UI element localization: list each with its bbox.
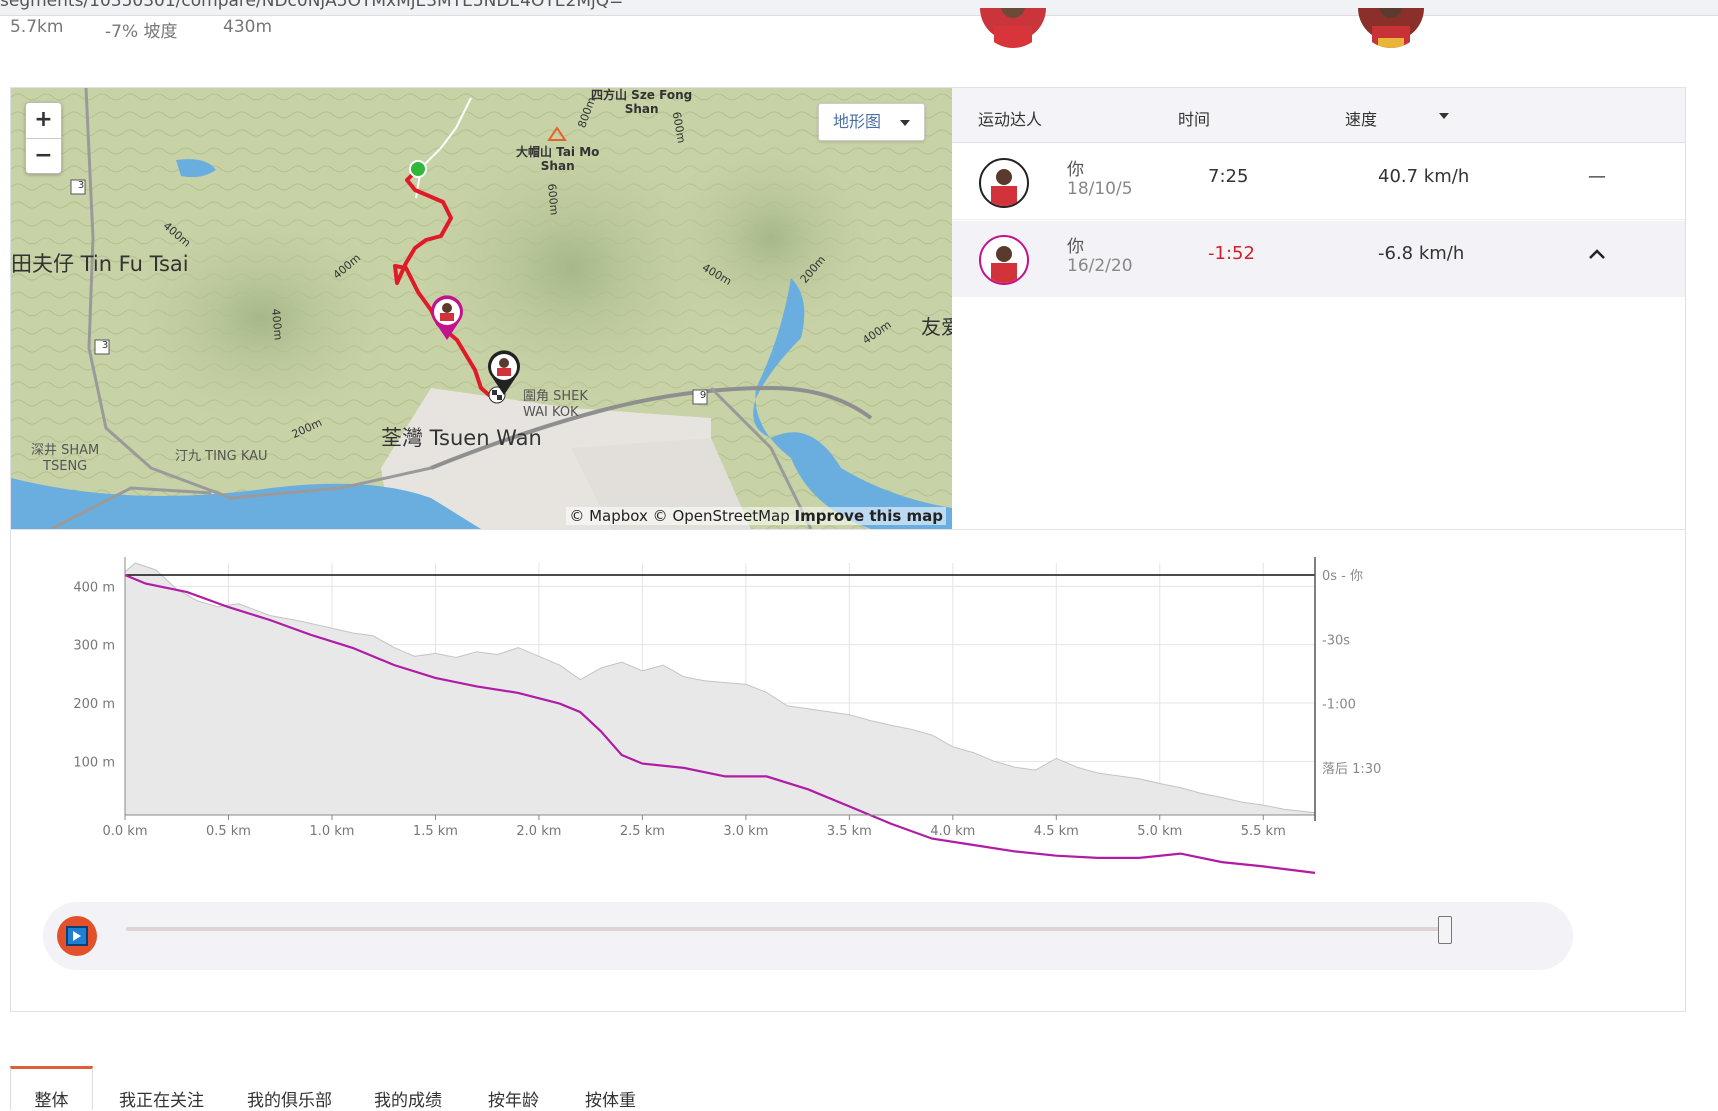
tab-my-results[interactable]: 我的成绩 [374, 1091, 442, 1111]
dash-icon[interactable]: — [1588, 166, 1606, 187]
tab-overall[interactable]: 整体 [10, 1066, 93, 1111]
map-zoom-control: + − [25, 102, 62, 174]
athlete-name[interactable]: 你 [1067, 160, 1084, 180]
contour-label: 400m [269, 308, 285, 341]
table-row[interactable]: 你 18/10/5 7:25 40.7 km/h — [952, 144, 1685, 220]
x-tick-label: 2.5 km [620, 824, 665, 839]
map-label-sham-tseng: 深井 SHAM TSENG [31, 443, 100, 474]
chevron-down-icon [900, 120, 910, 126]
contour-label: 600m [545, 183, 561, 216]
play-button[interactable] [57, 916, 97, 956]
comparison-table: 运动达人 时间 速度 你 18/10/5 7:25 40.7 km/h — 你 … [952, 88, 1685, 529]
road-shield-label: 9 [699, 390, 707, 401]
effort-speed: 40.7 km/h [1378, 166, 1470, 187]
playback-bar [43, 902, 1573, 970]
map-label-shek-wai-kok: 圍角 SHEK WAI KOK [523, 389, 588, 420]
effort-time: 7:25 [1208, 166, 1249, 187]
column-header-speed[interactable]: 速度 [1345, 110, 1378, 129]
tab-my-clubs[interactable]: 我的俱乐部 [247, 1091, 332, 1111]
gap-tick-label: -1:00 [1322, 698, 1356, 713]
effort-date: 18/10/5 [1067, 179, 1133, 199]
elevation-gap-chart[interactable]: 0.0 km 0.5 km 1.0 km 1.5 km 2.0 km 2.5 km 3.0 … [11, 530, 1685, 900]
map-label-sze-fong-shan: 四方山 Sze Fong Shan [591, 88, 693, 116]
finish-flag-icon [488, 386, 506, 404]
gap-series-line [124, 573, 1316, 874]
athlete-pin-compare [431, 295, 463, 340]
x-tick-label: 3.0 km [723, 824, 768, 839]
segment-map[interactable]: 四方山 Sze Fong Shan 大帽山 Tai Mo Shan 田夫仔 Tin … [11, 88, 952, 529]
road-shield-label: 3 [101, 340, 109, 351]
segment-elevation: 430m [223, 17, 273, 37]
x-tick-label: 5.5 km [1241, 824, 1286, 839]
avatar[interactable] [979, 158, 1029, 208]
x-tick-label: 2.0 km [516, 824, 561, 839]
gap-tick-label: 落后 1:30 [1322, 762, 1381, 777]
x-tick-label: 1.0 km [309, 824, 354, 839]
map-style-label: 地形图 [833, 112, 882, 131]
zoom-in-button[interactable]: + [34, 107, 53, 132]
effort-date: 16/2/20 [1067, 256, 1133, 276]
x-tick-label: 0.0 km [103, 824, 148, 839]
playback-track[interactable] [126, 927, 1445, 931]
map-label-tin-fu-tsai: 田夫仔 Tin Fu Tsai [11, 252, 189, 276]
tab-by-weight[interactable]: 按体重 [585, 1091, 636, 1111]
avatar[interactable] [979, 235, 1029, 285]
url-bar[interactable]: segments/10350301/compare/NDc0NjA5OTMxMj… [0, 0, 1718, 16]
map-terrain [11, 88, 952, 529]
column-header-athlete: 运动达人 [978, 110, 1043, 129]
osm-attribution-link[interactable]: © OpenStreetMap [652, 507, 790, 525]
table-row[interactable]: 你 16/2/20 -1:52 -6.8 km/h [952, 221, 1685, 297]
x-tick-label: 4.5 km [1034, 824, 1079, 839]
map-label-ting-kau: 汀九 TING KAU [175, 449, 268, 464]
y-tick-label: 300 m [73, 639, 115, 654]
gap-tick-label: -30s [1322, 633, 1350, 648]
x-tick-label: 5.0 km [1137, 824, 1182, 839]
gap-tick-label: 0s - 你 [1322, 569, 1363, 584]
x-tick-label: 4.0 km [930, 824, 975, 839]
y-tick-label: 200 m [73, 697, 115, 712]
y-tick-label: 400 m [73, 580, 115, 595]
route-start-marker [409, 160, 427, 178]
leaderboard-tabs: 整体 我正在关注 我的俱乐部 我的成绩 按年龄 按体重 [10, 1066, 1690, 1111]
column-header-time: 时间 [1178, 110, 1211, 129]
elevation-area [124, 562, 1316, 816]
map-label-tai-mo-shan: 大帽山 Tai Mo Shan [516, 145, 600, 173]
avatar[interactable] [1358, 8, 1424, 48]
x-tick-label: 0.5 km [206, 824, 251, 839]
url-text: segments/10350301/compare/NDc0NjA5OTMxMj… [0, 0, 624, 11]
effort-time-gap: -1:52 [1208, 243, 1255, 264]
mapbox-attribution-link[interactable]: © Mapbox [569, 507, 648, 525]
map-style-dropdown[interactable]: 地形图 [818, 103, 925, 141]
sort-caret-icon[interactable] [1439, 113, 1449, 119]
avatar[interactable] [980, 8, 1046, 48]
table-header: 运动达人 时间 速度 [952, 88, 1685, 143]
zoom-out-button[interactable]: − [26, 138, 61, 173]
map-attribution: © Mapbox © OpenStreetMap Improve this ma… [566, 507, 946, 525]
athlete-pin-current [488, 350, 520, 395]
segment-compare-panel: 四方山 Sze Fong Shan 大帽山 Tai Mo Shan 田夫仔 Tin … [10, 87, 1686, 1012]
y-tick-label: 100 m [73, 755, 115, 770]
effort-speed: -6.8 km/h [1378, 243, 1465, 264]
segment-distance: 5.7km [10, 17, 64, 37]
map-label-partial: 友爱 [921, 315, 952, 339]
segment-grade: -7% 坡度 [105, 22, 178, 42]
athlete-name[interactable]: 你 [1067, 237, 1084, 257]
playback-slider-thumb[interactable] [1438, 916, 1452, 944]
map-label-tsuen-wan: 荃灣 Tsuen Wan [381, 426, 542, 450]
x-tick-label: 1.5 km [413, 824, 458, 839]
tab-following[interactable]: 我正在关注 [119, 1091, 204, 1111]
segment-route-line [393, 167, 502, 401]
x-tick-label: 3.5 km [827, 824, 872, 839]
chevron-up-icon[interactable] [1582, 239, 1612, 269]
road-shield-label: 3 [77, 180, 85, 191]
play-triangle-icon [73, 931, 81, 941]
improve-map-link[interactable]: Improve this map [794, 507, 943, 525]
tab-by-age[interactable]: 按年龄 [488, 1091, 539, 1111]
divider [11, 529, 1685, 530]
